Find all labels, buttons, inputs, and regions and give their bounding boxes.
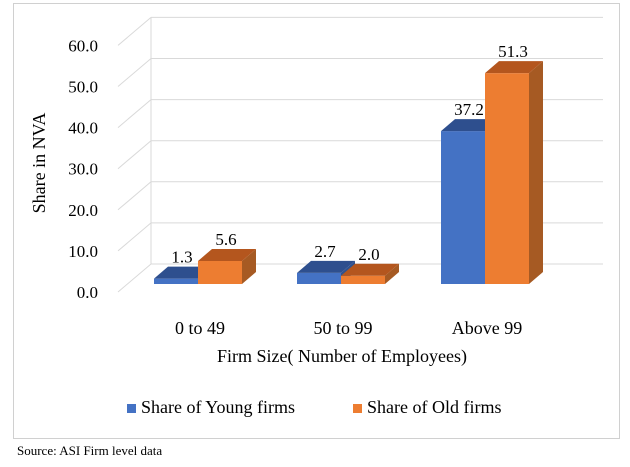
x-axis-categories: 0 to 49 50 to 99 Above 99: [175, 318, 522, 338]
x-category-label: Above 99: [452, 318, 523, 338]
data-label: 37.2: [454, 100, 484, 119]
bar-front: [297, 272, 341, 284]
legend-swatch: [127, 404, 136, 413]
bar-side: [242, 248, 256, 284]
y-tick-label: 60.0: [68, 36, 98, 55]
source-note: Source: ASI Firm level data: [17, 443, 163, 458]
gridline-depth: [117, 181, 152, 211]
bar-top: [297, 260, 355, 273]
bar-top: [441, 119, 499, 132]
y-axis-title: Share in NVA: [29, 113, 49, 214]
data-label: 1.3: [171, 248, 192, 267]
gridline-depth: [117, 99, 152, 128]
bar-front: [154, 278, 198, 284]
legend-label: Share of Old firms: [367, 397, 501, 417]
bar-top: [198, 248, 256, 261]
data-label: 2.0: [358, 245, 379, 264]
bar-top: [154, 266, 212, 279]
legend: Share of Young firms Share of Old firms: [127, 397, 501, 417]
bar-front: [198, 260, 242, 284]
bar-old-0: [198, 248, 256, 284]
bar-front: [441, 131, 485, 284]
legend-label: Share of Young firms: [141, 397, 295, 417]
gridline-depth: [117, 222, 152, 252]
bar-top: [485, 61, 543, 74]
data-labels: 1.3 5.6 2.7 2.0 37.2 51.3: [171, 42, 528, 267]
bar-old-2: [485, 61, 543, 285]
x-category-label: 0 to 49: [175, 318, 225, 338]
legend-item-young: Share of Young firms: [127, 397, 295, 417]
bar-side: [529, 61, 543, 285]
y-tick-label: 10.0: [68, 242, 98, 261]
y-tick-label: 50.0: [68, 78, 98, 97]
bar-front: [341, 275, 385, 284]
gridline-depth: [117, 17, 152, 46]
legend-swatch: [353, 404, 362, 413]
y-tick-label: 30.0: [68, 160, 98, 179]
data-label: 51.3: [498, 42, 528, 61]
y-tick-label: 40.0: [68, 119, 98, 138]
x-axis-title: Firm Size( Number of Employees): [217, 346, 467, 367]
x-category-label: 50 to 99: [313, 318, 372, 338]
data-label: 2.7: [314, 242, 336, 261]
y-tick-label: 0.0: [77, 283, 98, 302]
y-tick-label: 20.0: [68, 201, 98, 220]
gridline-depth: [117, 58, 152, 87]
bar-old-1: [341, 263, 399, 284]
bar-top: [341, 263, 399, 276]
bar-front: [485, 73, 529, 284]
bars: [154, 61, 543, 285]
legend-item-old: Share of Old firms: [353, 397, 501, 417]
y-axis-ticks: 0.0 10.0 20.0 30.0 40.0 50.0 60.0: [68, 36, 98, 302]
data-label: 5.6: [215, 230, 236, 249]
gridline-depth: [117, 263, 152, 293]
bar-side: [385, 263, 399, 284]
gridline-depth: [117, 140, 152, 170]
